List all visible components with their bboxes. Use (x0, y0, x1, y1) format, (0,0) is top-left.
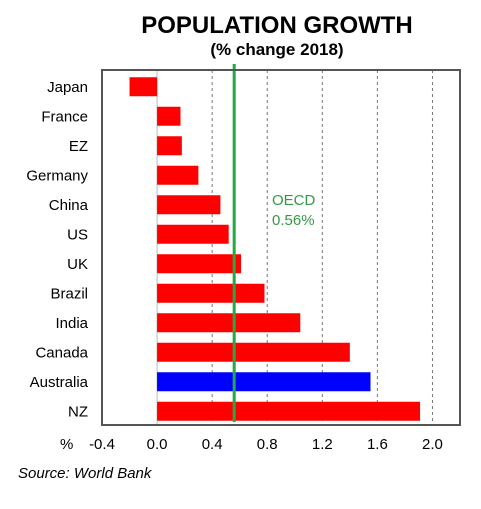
oecd-label: OECD (272, 192, 316, 209)
category-label: Japan (47, 79, 88, 96)
x-tick-labels: -0.4 0.0 0.4 0.8 1.2 1.6 2.0 (89, 436, 443, 453)
x-tick-label: -0.4 (89, 436, 115, 453)
oecd-value-label: 0.56% (272, 212, 315, 229)
category-label: US (67, 226, 88, 243)
category-label: Brazil (50, 285, 88, 302)
category-label: Germany (26, 167, 88, 184)
chart-subtitle: (% change 2018) (210, 40, 343, 59)
category-label: NZ (68, 403, 88, 420)
category-label: India (55, 315, 88, 332)
x-tick-label: 0.8 (257, 436, 278, 453)
bar-germany (157, 165, 199, 185)
category-label: France (41, 108, 88, 125)
bars (129, 77, 421, 421)
x-tick-label: 0.4 (202, 436, 223, 453)
bar-brazil (157, 283, 265, 303)
bar-japan (129, 77, 158, 97)
category-label: EZ (69, 138, 88, 155)
x-tick-label: 1.6 (367, 436, 388, 453)
plot-frame (101, 69, 461, 426)
bar-us (157, 224, 229, 244)
bar-nz (157, 401, 421, 421)
x-tick-label: 1.2 (312, 436, 333, 453)
bar-canada (157, 342, 350, 362)
bar-france (157, 106, 181, 126)
oecd-reference: OECD 0.56% (232, 64, 316, 422)
source-note: Source: World Bank (18, 465, 153, 482)
bar-india (157, 313, 301, 333)
category-labels: Japan France EZ Germany China US UK Brazil India… (26, 79, 88, 421)
category-label: China (49, 197, 89, 214)
x-tick-label: 2.0 (422, 436, 443, 453)
bar-ez (157, 136, 182, 156)
category-label: Australia (30, 374, 89, 391)
category-label: Canada (35, 344, 88, 361)
x-tick-label: 0.0 (147, 436, 168, 453)
x-unit-label: % (60, 436, 73, 453)
bar-australia (157, 372, 371, 392)
gridlines (156, 70, 433, 425)
bar-china (157, 195, 221, 215)
chart-title: POPULATION GROWTH (141, 12, 413, 39)
category-label: UK (67, 256, 88, 273)
bar-uk (157, 254, 242, 274)
